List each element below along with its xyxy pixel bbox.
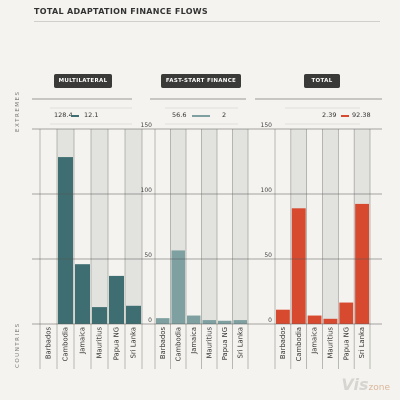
column-band [322,129,339,324]
extreme-multilateral-max: 128.4 [54,111,73,119]
y-tick-label: 50 [264,252,272,259]
panel-title-fast-start: FAST-START FINANCE [161,74,241,88]
category-label: Mauritius [205,327,213,359]
category-label: Sri Lanka [358,327,366,358]
extreme-total-min: 2.39 [322,111,337,119]
category-label: Jamaica [79,327,87,355]
bar [202,320,216,324]
category-label: Cambodia [62,327,70,361]
page-title: TOTAL ADAPTATION FINANCE FLOWS [34,7,208,16]
category-label: Sri Lanka [236,327,244,358]
y-tick-label: 100 [141,187,153,194]
bar [126,305,141,324]
category-label: Cambodia [295,327,303,361]
legend-swatch-multilateral [71,115,79,117]
y-tick-label: 100 [261,187,273,194]
panel-title-total: TOTAL [304,74,340,88]
bar [233,320,247,324]
column-band [201,129,217,324]
bar [218,320,232,324]
title-rule [34,21,380,22]
bar [323,318,338,324]
category-label: Papua NG [221,327,229,360]
y-tick-label: 150 [261,122,273,129]
bar [187,315,201,324]
category-label: Barbados [159,327,167,360]
category-label: Mauritius [96,327,104,359]
category-label: Barbados [45,327,53,360]
extreme-fast-start-max: 56.6 [172,111,187,119]
bar [92,307,107,324]
bar [339,302,354,324]
category-label: Sri Lanka [130,327,138,358]
category-label: Papua NG [342,327,350,360]
bar [109,275,124,324]
bar [355,203,369,324]
category-label: Jamaica [190,327,198,355]
column-band [125,129,142,324]
bar [291,208,306,324]
category-label: Barbados [279,327,287,360]
extreme-multilateral-min: 12.1 [84,111,99,119]
extreme-total-max: 92.38 [352,111,371,119]
bar [171,250,185,324]
category-label: Mauritius [326,327,334,359]
y-tick-label: 0 [268,317,272,324]
category-label: Cambodia [174,327,182,361]
y-tick-label: 50 [144,252,152,259]
bar [276,309,290,324]
y-tick-label: 150 [141,122,153,129]
watermark-logo: Viszone [341,375,390,394]
extreme-fast-start-min: 2 [222,111,227,119]
bar [58,157,73,324]
bar [75,264,90,324]
column-band [91,129,108,324]
bar [307,315,322,324]
legend-swatch-total [341,115,349,117]
legend-swatch-fast-start [192,115,210,117]
column-band [232,129,248,324]
panel-title-multilateral: MULTILATERAL [54,74,112,88]
category-label: Papua NG [113,327,121,360]
y-tick-label: 0 [148,317,152,324]
category-label: Jamaica [311,327,319,355]
bar [156,318,170,324]
